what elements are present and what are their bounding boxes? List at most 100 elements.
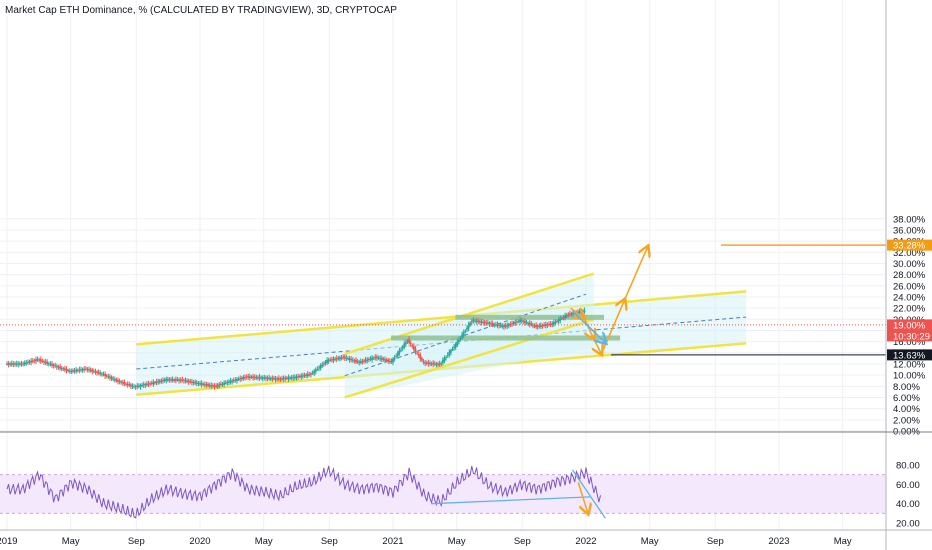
candle xyxy=(417,353,420,356)
candle xyxy=(303,374,306,377)
candle xyxy=(324,361,327,364)
candle xyxy=(562,317,565,319)
candle xyxy=(433,363,436,365)
candle xyxy=(416,352,419,354)
candle xyxy=(229,380,232,383)
candle xyxy=(28,361,31,363)
candle xyxy=(47,363,50,365)
candle xyxy=(31,360,34,362)
candle xyxy=(126,383,129,386)
candle xyxy=(224,382,227,384)
candle xyxy=(329,359,332,361)
candle xyxy=(88,369,90,371)
x-tick-label: Sep xyxy=(321,536,338,547)
candle xyxy=(263,377,266,379)
candle xyxy=(51,363,53,366)
candle xyxy=(297,376,300,378)
candle xyxy=(549,324,552,326)
candle xyxy=(255,376,258,379)
candle xyxy=(459,337,462,339)
candle xyxy=(559,318,562,321)
candle xyxy=(429,362,431,365)
candle xyxy=(376,356,378,359)
y-tick-label: 26.00% xyxy=(893,281,926,292)
candle xyxy=(239,378,242,380)
candle xyxy=(109,376,111,378)
candle xyxy=(170,379,172,381)
candle xyxy=(424,362,427,364)
candle xyxy=(282,378,285,380)
candle xyxy=(10,363,13,365)
x-tick-label: 2019 xyxy=(0,536,18,547)
y-tick-label: 8.00% xyxy=(893,382,920,393)
candle xyxy=(540,325,542,327)
candle xyxy=(62,368,65,370)
candle xyxy=(107,376,110,378)
candle xyxy=(319,365,322,369)
candle xyxy=(54,365,57,367)
candle xyxy=(89,369,92,371)
candle xyxy=(544,324,547,326)
candle xyxy=(311,373,314,375)
current-price-badge: 19.00% xyxy=(893,320,926,331)
channel-upper-line xyxy=(136,290,747,346)
candle xyxy=(64,368,66,371)
candle xyxy=(517,321,520,323)
candle xyxy=(166,379,169,381)
candle xyxy=(501,326,504,328)
candle xyxy=(189,381,192,383)
candle xyxy=(174,378,177,381)
candle xyxy=(118,381,121,383)
candle xyxy=(363,360,365,362)
candle xyxy=(334,358,336,360)
candle xyxy=(162,379,164,382)
candle xyxy=(522,320,525,322)
candle xyxy=(498,324,501,326)
candle xyxy=(398,350,401,354)
candle xyxy=(176,379,179,381)
candle xyxy=(121,382,124,384)
candle xyxy=(504,325,507,327)
candle xyxy=(322,363,325,365)
candle xyxy=(556,320,558,322)
candle xyxy=(337,358,340,360)
candle xyxy=(316,369,319,371)
candle xyxy=(525,322,528,324)
candle xyxy=(181,379,184,381)
candle xyxy=(289,377,291,379)
candle xyxy=(414,348,417,352)
y-tick-label: 16.00% xyxy=(893,337,926,348)
candle xyxy=(17,363,20,365)
x-tick-label: May xyxy=(834,536,852,547)
candle xyxy=(168,378,171,381)
candle xyxy=(52,364,55,367)
candle xyxy=(298,376,301,378)
candle xyxy=(411,345,414,347)
candle xyxy=(330,359,333,361)
candle xyxy=(419,355,422,360)
x-tick-label: May xyxy=(62,536,80,547)
candle xyxy=(366,359,369,361)
candle xyxy=(274,378,277,380)
candle xyxy=(351,359,354,361)
y-tick-label: 36.00% xyxy=(893,225,926,236)
candle xyxy=(242,376,245,380)
overlays xyxy=(0,245,886,355)
candle xyxy=(49,363,52,365)
candle xyxy=(384,359,386,361)
candle xyxy=(244,377,246,379)
candle xyxy=(530,323,533,326)
x-tick-label: 2023 xyxy=(768,536,789,547)
zones xyxy=(391,314,621,341)
candle xyxy=(72,370,74,372)
candle xyxy=(203,383,206,386)
candle xyxy=(506,325,509,327)
candle xyxy=(27,361,29,363)
candle xyxy=(285,378,288,380)
candle xyxy=(347,358,349,360)
x-tick-label: 2020 xyxy=(189,536,210,547)
candle xyxy=(514,321,517,324)
candle xyxy=(268,377,271,380)
